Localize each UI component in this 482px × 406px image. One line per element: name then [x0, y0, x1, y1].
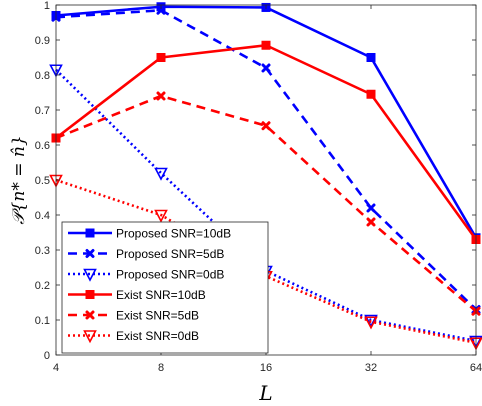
legend-label-5: Exist SNR=0dB: [116, 329, 199, 343]
series-3-point-1: [156, 53, 166, 62]
series-4-point-2-stroke-b: [261, 121, 271, 131]
series-2-point-3: [364, 314, 378, 328]
legend-marker-4-stroke-b: [85, 310, 95, 320]
y-tick-label-8: 0.8: [35, 70, 50, 82]
y-tick-label-6: 0.6: [35, 140, 50, 152]
legend-marker-3: [85, 290, 95, 299]
legend-marker-1: [85, 249, 95, 258]
series-4-point-2: [261, 121, 271, 131]
legend-marker-5: [83, 330, 97, 344]
y-tick-label-4: 0.4: [35, 210, 50, 222]
x-tick-label-4: 64: [470, 362, 482, 374]
series-3-point-3: [366, 89, 376, 99]
x-tick-label-3: 32: [365, 362, 377, 374]
series-1-point-2: [261, 63, 271, 73]
x-tick-label-2: 16: [260, 362, 272, 374]
y-tick-label-3: 0.3: [35, 245, 50, 257]
y-axis-label: 𝒫{n* = n̂}: [9, 135, 29, 224]
legend-label-1: Proposed SNR=5dB: [116, 247, 224, 261]
ticks-layer: 4 8 16 32 64 0 0.1 0.2 0.3 0.4 0.5 0.6 0.7 0.8 0.9 1: [35, 0, 482, 374]
series-4-point-3-stroke-b: [366, 217, 376, 227]
series-1-point-2-stroke-b: [261, 63, 271, 73]
series-2-point-1: [154, 167, 168, 181]
series-4-point-3: [366, 217, 376, 227]
y-tick-label-1: 0.1: [35, 315, 50, 327]
legend-label-3: Exist SNR=10dB: [116, 288, 206, 302]
legend-label-2: Proposed SNR=0dB: [116, 268, 224, 282]
series-4-point-1: [156, 91, 166, 101]
legend-label-4: Exist SNR=5dB: [116, 309, 199, 323]
legend-marker-0: [85, 228, 95, 238]
series-1-point-1-stroke-b: [156, 5, 166, 15]
y-tick-label-10: 1: [44, 0, 50, 12]
x-tick-label-0: 4: [53, 362, 59, 374]
y-tick-label-2: 0.2: [35, 280, 50, 292]
series-3-point-2: [261, 40, 271, 50]
series-1-point-3-stroke-b: [366, 203, 376, 213]
legend-marker-1-stroke-b: [85, 249, 95, 258]
y-tick-label-7: 0.7: [35, 105, 50, 117]
series-1-point-1: [156, 5, 166, 15]
legend-marker-4: [85, 310, 95, 320]
y-tick-label-9: 0.9: [35, 35, 50, 47]
x-tick-label-1: 8: [158, 362, 164, 374]
legend-box: [61, 221, 269, 354]
series-5-point-3: [364, 316, 378, 330]
series-5-point-1: [154, 209, 168, 223]
y-tick-label-0: 0: [44, 350, 50, 362]
legend-marker-2: [83, 268, 97, 282]
legend-label-0: Proposed SNR=10dB: [116, 227, 231, 241]
series-line-4: [55, 94, 477, 313]
series-0-point-3: [366, 53, 376, 62]
series-1-point-3: [366, 203, 376, 213]
legend: Proposed SNR=10dB Proposed SNR=5dB Propose…: [61, 221, 269, 354]
series-4-point-1-stroke-b: [156, 91, 166, 101]
x-axis-label: L: [258, 381, 272, 405]
y-tick-label-5: 0.5: [35, 175, 50, 187]
